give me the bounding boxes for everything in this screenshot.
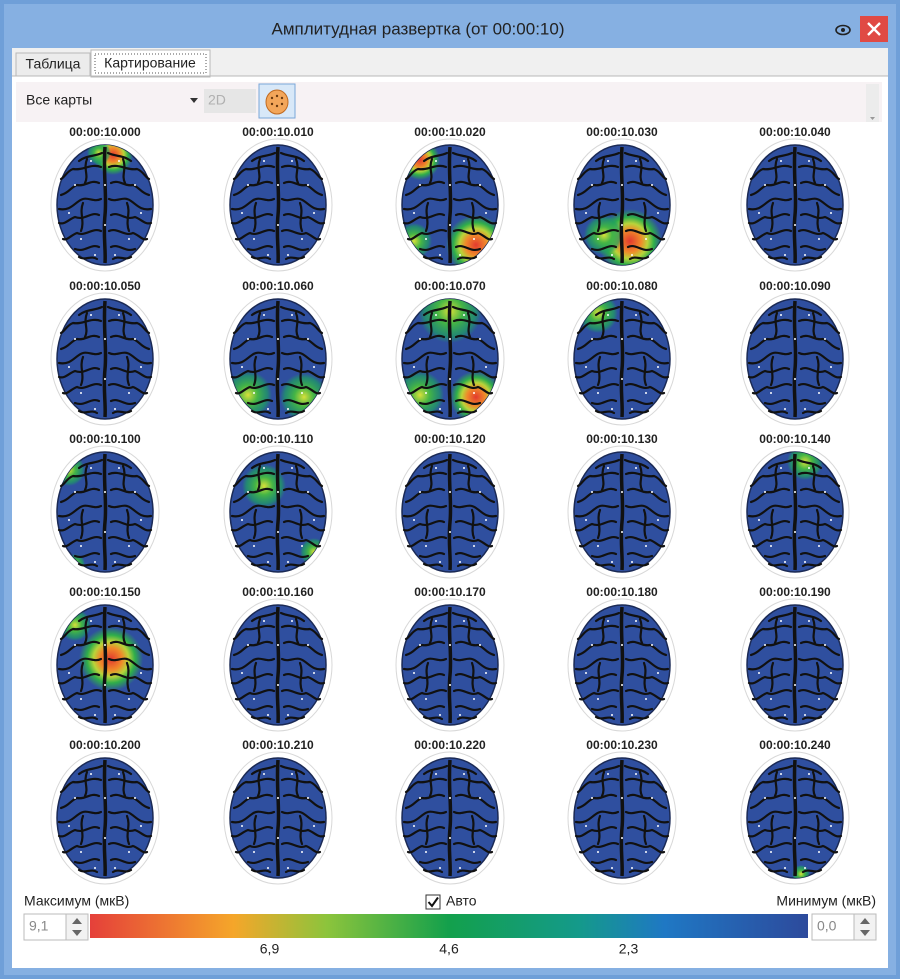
- tab-selected[interactable]: Картирование: [90, 49, 211, 78]
- brain-map: [395, 598, 505, 732]
- timestamp: 00:00:10.070: [414, 279, 486, 293]
- timestamp: 00:00:10.120: [414, 432, 486, 446]
- brain-map: [567, 751, 677, 885]
- scrollbar[interactable]: [866, 84, 879, 122]
- min-label: Минимум (мкВ): [776, 893, 876, 909]
- max-label: Максимум (мкВ): [24, 893, 129, 909]
- scale-tick-label: 6,9: [260, 941, 280, 957]
- timestamp: 00:00:10.020: [414, 125, 486, 139]
- timestamp: 00:00:10.240: [759, 738, 831, 752]
- min-spinbox[interactable]: 0,0: [811, 913, 877, 941]
- scale-ticks: 6,9 4,6 2,3: [260, 941, 639, 957]
- tab-label: Таблица: [26, 56, 81, 72]
- toolbar: [16, 82, 882, 122]
- brain-map: [50, 138, 160, 272]
- close-button[interactable]: [860, 16, 888, 42]
- brain-map: [567, 292, 677, 426]
- checkbox[interactable]: [425, 894, 441, 910]
- electrode-button[interactable]: [258, 83, 296, 119]
- mode-label: 2D: [208, 92, 226, 108]
- timestamp: 00:00:10.060: [242, 279, 314, 293]
- brain-map: [223, 598, 333, 732]
- tab[interactable]: Таблица: [15, 52, 91, 77]
- timestamp: 00:00:10.030: [586, 125, 658, 139]
- brain-map: [50, 751, 160, 885]
- timestamp: 00:00:10.000: [69, 125, 141, 139]
- timestamp: 00:00:10.150: [69, 585, 141, 599]
- scale-tick-label: 4,6: [439, 941, 459, 957]
- mode-field: 2D: [204, 89, 256, 113]
- timestamp: 00:00:10.170: [414, 585, 486, 599]
- brain-map: [50, 445, 160, 579]
- timestamp: 00:00:10.130: [586, 432, 658, 446]
- brain-map: [223, 751, 333, 885]
- color-scale: [90, 914, 808, 938]
- brain-map: [50, 292, 160, 426]
- timestamp: 00:00:10.160: [242, 585, 314, 599]
- brain-map: [567, 445, 677, 579]
- timestamp: 00:00:10.180: [586, 585, 658, 599]
- timestamp: 00:00:10.080: [586, 279, 658, 293]
- timestamp: 00:00:10.050: [69, 279, 141, 293]
- brain-map: [395, 445, 505, 579]
- min-value: 0,0: [817, 918, 837, 934]
- map-select[interactable]: Все карты: [26, 92, 198, 108]
- tab-label: Картирование: [104, 55, 196, 71]
- timestamp: 00:00:10.230: [586, 738, 658, 752]
- window-title: Амплитудная развертка (от 00:00:10): [271, 19, 564, 38]
- brain-map: [740, 445, 850, 579]
- brain-map: [567, 138, 677, 272]
- brain-map: [223, 292, 333, 426]
- timestamp: 00:00:10.210: [242, 738, 314, 752]
- auto-label: Авто: [446, 893, 477, 909]
- max-spinbox[interactable]: 9,1: [23, 913, 89, 941]
- timestamp: 00:00:10.220: [414, 738, 486, 752]
- brain-map: [740, 751, 850, 885]
- brain-map: [395, 751, 505, 885]
- map-select-value: Все карты: [26, 92, 92, 108]
- timestamp: 00:00:10.010: [242, 125, 314, 139]
- eye-icon[interactable]: [835, 24, 851, 36]
- brain-map: [567, 598, 677, 732]
- brain-map: [740, 598, 850, 732]
- timestamp: 00:00:10.040: [759, 125, 831, 139]
- brain-map: [50, 598, 160, 732]
- brain-map: [740, 138, 850, 272]
- brain-map: [223, 138, 333, 272]
- brain-map: [740, 292, 850, 426]
- scale-tick-label: 2,3: [619, 941, 639, 957]
- timestamp: 00:00:10.200: [69, 738, 141, 752]
- timestamp: 00:00:10.110: [243, 432, 314, 446]
- max-value: 9,1: [29, 918, 49, 934]
- brain-map: [223, 445, 333, 579]
- timestamp: 00:00:10.090: [759, 279, 831, 293]
- timestamp: 00:00:10.140: [759, 432, 831, 446]
- timestamp: 00:00:10.100: [69, 432, 141, 446]
- timestamp: 00:00:10.190: [759, 585, 831, 599]
